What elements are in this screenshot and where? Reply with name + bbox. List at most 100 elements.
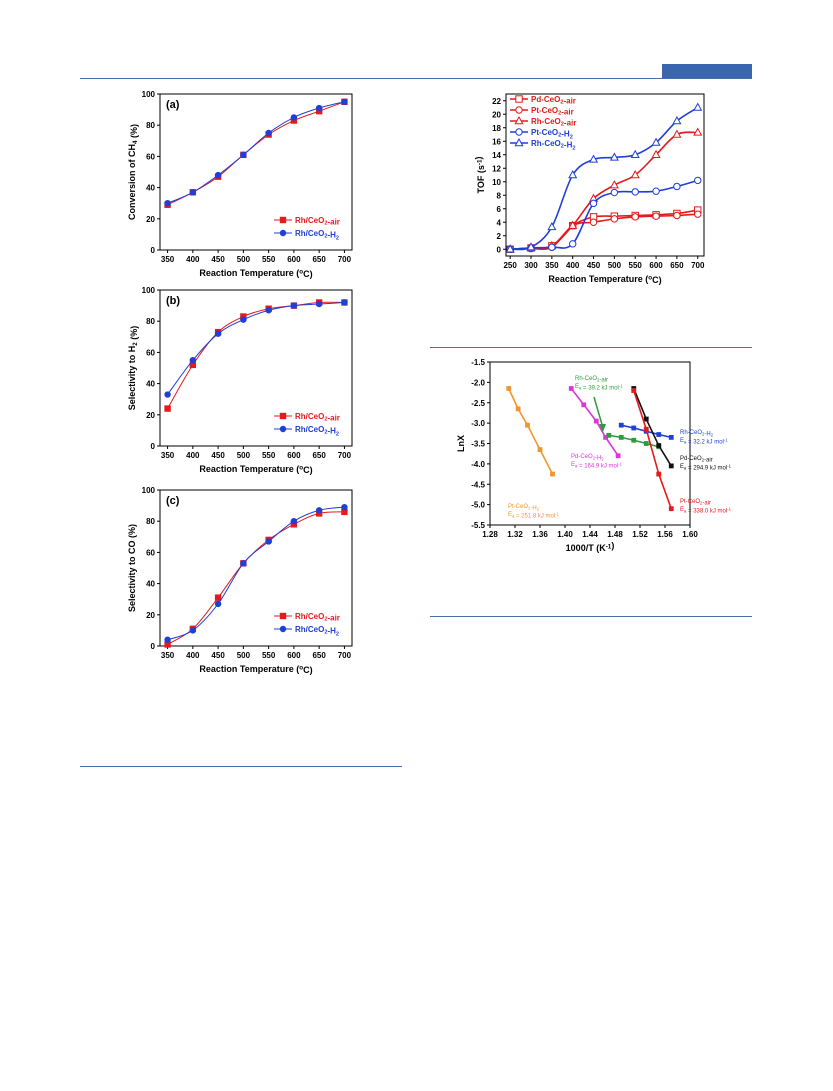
arr-series-4-point-2 xyxy=(656,443,662,448)
arr-series-5-ea: Ea = 338.0 kJ mol-1 xyxy=(680,507,732,515)
rule-left-bottom xyxy=(80,766,402,767)
tof-ytick-label-1: 2 xyxy=(497,232,502,241)
chart-c-xtick-label-3: 500 xyxy=(237,651,251,660)
tof-legend-marker-3 xyxy=(515,128,523,136)
arr-ytick-label-4: -3.5 xyxy=(471,440,485,449)
arr-ytick-label-6: -4.5 xyxy=(471,480,485,489)
tof-xlabel: Reaction Temperature (oC) xyxy=(548,274,661,285)
tof-series-2-point-5 xyxy=(609,180,619,189)
arr-ytick-label-7: -5.0 xyxy=(471,501,485,510)
arr-series-5-line xyxy=(632,390,673,509)
tof-ytick-label-4: 8 xyxy=(497,191,502,200)
tof-series-1-point-5 xyxy=(610,215,619,223)
tof-series-3-point-7 xyxy=(652,187,660,195)
chart-b-ylabel: Selectivity to H2 (%) xyxy=(127,326,139,411)
chart-a-xtick-label-1: 400 xyxy=(186,255,200,264)
chart-c-panel-label: (c) xyxy=(166,495,180,507)
arr-series-1-point-1 xyxy=(581,402,587,408)
chart-b-xtick-label-4: 550 xyxy=(262,451,276,460)
arr-series-4-ea: Ea = 294.9 kJ mol-1 xyxy=(680,464,732,472)
chart-c-series-1-point-7 xyxy=(341,503,348,511)
tof-ytick-label-10: 20 xyxy=(492,110,501,119)
arr-ytick-label-3: -3.0 xyxy=(471,419,485,428)
chart-b-xtick-label-1: 400 xyxy=(186,451,200,460)
chart-a-legend-label-0: Rh/CeO2-air xyxy=(295,216,340,227)
chart-c-xtick-label-0: 350 xyxy=(161,651,175,660)
header-rule xyxy=(80,78,752,79)
tof-legend-label-2: Rh-CeO2-air xyxy=(531,117,576,128)
tof-series-1-point-6 xyxy=(631,213,639,221)
tof-series-3-point-8 xyxy=(673,182,681,191)
tof-xtick-label-3: 400 xyxy=(566,261,580,270)
chart-c-legend-label-1: Rh/CeO2-H2 xyxy=(295,625,339,637)
tof-legend-marker-4 xyxy=(514,137,524,147)
chart-b-xtick-label-2: 450 xyxy=(211,451,225,460)
chart-b-xtick-label-5: 600 xyxy=(287,451,301,460)
tof-series-2-point-9 xyxy=(693,127,703,136)
chart-a-xtick-label-0: 350 xyxy=(161,255,175,264)
arr-series-1-point-2 xyxy=(593,418,599,424)
arr-xtick-label-1: 1.32 xyxy=(507,530,523,539)
arr-rh-air-arrow xyxy=(593,396,604,429)
arr-series-1-ea: Ea = 164.9 kJ mol-1 xyxy=(571,462,623,470)
chart-b-xtick-label-0: 350 xyxy=(161,451,175,460)
chart-c-series-1-point-5 xyxy=(290,518,298,525)
tof-ylabel: TOF (s-1) xyxy=(473,157,486,194)
chart-a-legend-marker-0 xyxy=(279,216,287,224)
tof-series-4-point-3 xyxy=(568,169,578,179)
arr-series-3-point-1 xyxy=(631,425,637,431)
chart-b-ytick-label-3: 60 xyxy=(146,348,155,357)
arr-series-4-line xyxy=(633,388,672,467)
chart-b-ytick-label-5: 100 xyxy=(142,286,156,295)
chart-b-xtick-label-7: 700 xyxy=(338,451,352,460)
tof-legend-marker-0 xyxy=(515,95,523,103)
arr-series-0-point-0 xyxy=(506,386,512,391)
arr-series-5-label: Pt-CeO2-air xyxy=(680,499,711,506)
arr-xtick-label-5: 1.48 xyxy=(607,530,623,539)
tof-legend-marker-1 xyxy=(515,106,523,114)
tof-series-2-point-6 xyxy=(630,169,640,179)
chart-a-ytick-label-4: 80 xyxy=(146,121,155,130)
chart-c-ytick-label-5: 100 xyxy=(142,486,156,495)
chart-b-ytick-label-0: 0 xyxy=(151,442,156,451)
chart-a-xtick-label-3: 500 xyxy=(237,255,251,264)
arr-rh-air-arrowhead xyxy=(599,424,606,432)
arr-series-5-point-1 xyxy=(643,426,649,432)
tof-legend-label-4: Rh-CeO2-H2 xyxy=(531,139,575,151)
arr-xlabel: 1000/T (K-1) xyxy=(566,540,615,553)
tof-legend-label-0: Pd-CeO2-air xyxy=(531,95,576,106)
tof-legend-label-3: Pt-CeO2-H2 xyxy=(531,128,573,140)
chart-a-ytick-label-5: 100 xyxy=(142,90,156,99)
tof-xtick-label-8: 650 xyxy=(670,261,684,270)
arr-series-1-point-4 xyxy=(615,453,621,459)
chart-c-series-1-point-2 xyxy=(214,600,222,608)
chart-a-ytick-label-0: 0 xyxy=(151,246,156,255)
chart-c-xtick-label-1: 400 xyxy=(186,651,200,660)
arr-xtick-label-8: 1.60 xyxy=(682,530,698,539)
tof-series-4-point-9 xyxy=(693,102,703,111)
chart-a-legend-label-1: Rh/CeO2-H2 xyxy=(295,229,339,241)
chart-b-series-1-point-7 xyxy=(341,299,348,306)
chart-b-series-1-point-5 xyxy=(290,302,298,309)
chart-a-xtick-label-4: 550 xyxy=(262,255,276,264)
arr-series-2-point-3 xyxy=(643,441,649,446)
chart-b-series-1-point-0 xyxy=(164,391,171,398)
tof-ytick-label-8: 16 xyxy=(492,137,501,146)
arr-ytick-label-8: -5.5 xyxy=(471,521,485,530)
arr-series-0-point-3 xyxy=(537,447,543,453)
tof-series-3-point-2 xyxy=(548,243,556,251)
arr-series-2-point-1 xyxy=(618,434,624,440)
arr-series-5-point-0 xyxy=(631,388,637,393)
arr-ytick-label-5: -4.0 xyxy=(471,460,485,469)
tof-series-4-point-7 xyxy=(651,137,661,146)
arr-series-0-point-2 xyxy=(525,422,530,428)
chart-c-legend-marker-0 xyxy=(279,612,287,620)
chart-c-series-0-point-7 xyxy=(341,508,348,516)
chart-b-plot-frame xyxy=(159,289,353,447)
tof-series-1-line xyxy=(510,213,698,251)
tof-series-3-point-3 xyxy=(568,240,577,248)
chart-b-xtick-label-6: 650 xyxy=(312,451,326,460)
chart-c-series-0-point-2 xyxy=(214,594,222,601)
